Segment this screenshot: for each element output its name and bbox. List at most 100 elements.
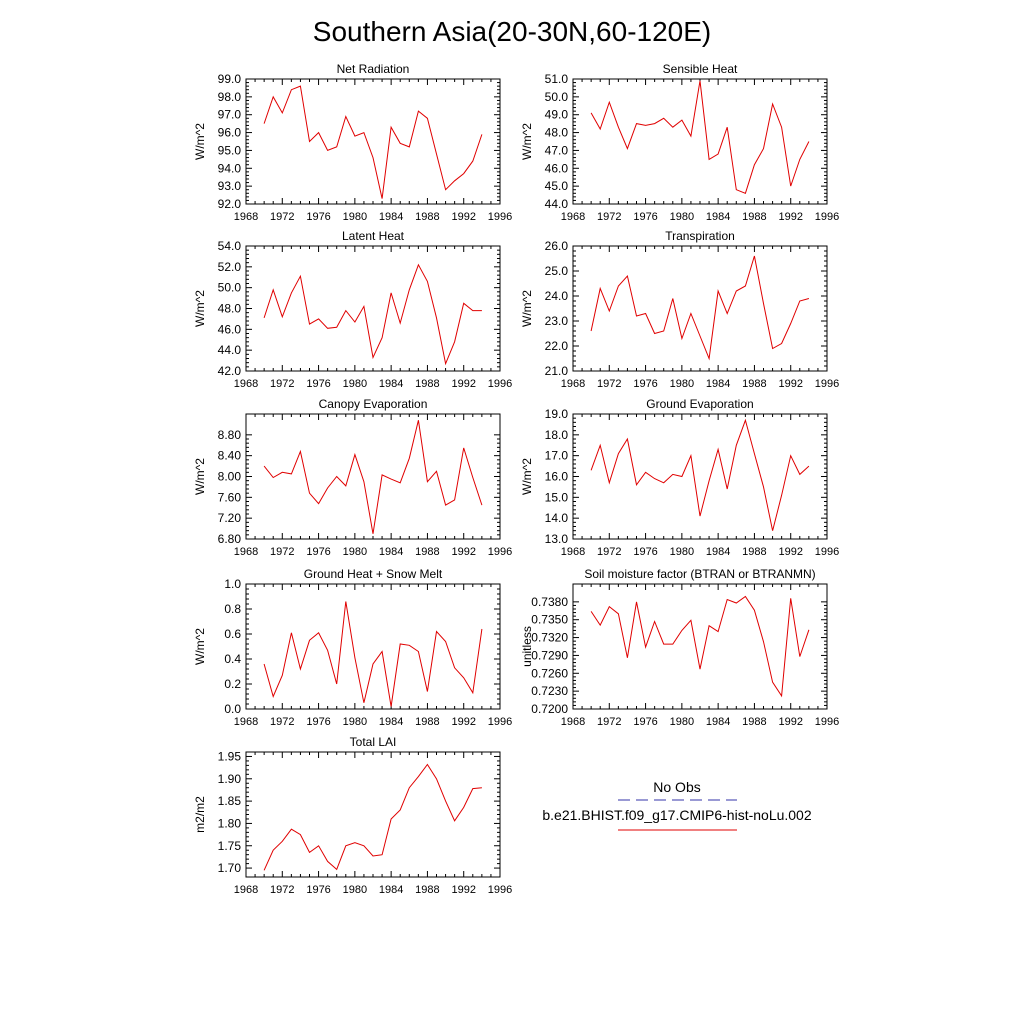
- y-tick-label: 1.85: [218, 794, 242, 808]
- y-tick-label: 0.7230: [531, 684, 568, 698]
- y-tick-label: 0.0: [224, 702, 241, 716]
- x-tick-label: 1992: [778, 716, 802, 728]
- x-tick-label: 1980: [670, 716, 694, 728]
- x-tick-label: 1980: [670, 546, 694, 558]
- x-tick-label: 1968: [234, 546, 258, 558]
- y-tick-label: 1.75: [218, 839, 242, 853]
- x-tick-label: 1984: [706, 211, 730, 223]
- x-tick-label: 1996: [488, 884, 512, 896]
- x-tick-label: 1984: [379, 716, 403, 728]
- y-tick-label: 50.0: [218, 281, 242, 295]
- x-tick-label: 1984: [706, 378, 730, 390]
- y-axis-label: W/m^2: [193, 123, 207, 160]
- x-tick-label: 1976: [306, 546, 330, 558]
- plot-frame: [245, 751, 501, 878]
- y-tick-label: 23.0: [545, 314, 569, 328]
- y-tick-label: 1.70: [218, 861, 242, 875]
- panel-title: Sensible Heat: [663, 62, 738, 76]
- x-tick-label: 1972: [597, 211, 621, 223]
- y-tick-label: 92.0: [218, 197, 242, 211]
- x-tick-label: 1984: [379, 211, 403, 223]
- y-tick-label: 0.4: [224, 652, 241, 666]
- y-tick-label: 95.0: [218, 143, 242, 157]
- y-axis-label: m2/m2: [193, 796, 207, 833]
- y-tick-label: 93.0: [218, 179, 242, 193]
- x-tick-label: 1988: [415, 884, 439, 896]
- panel-4: Transpiration W/m^2 1968 1972 1976 1980 1984 19…: [520, 229, 839, 390]
- y-tick-label: 96.0: [218, 126, 242, 140]
- plot-frame: [245, 245, 501, 372]
- panel-title: Ground Heat + Snow Melt: [304, 567, 443, 581]
- y-tick-label: 18.0: [545, 428, 569, 442]
- x-tick-label: 1968: [561, 378, 585, 390]
- y-tick-label: 1.95: [218, 749, 242, 763]
- x-tick-label: 1980: [343, 716, 367, 728]
- y-tick-label: 0.6: [224, 627, 241, 641]
- y-tick-label: 44.0: [218, 343, 242, 357]
- x-tick-label: 1968: [561, 211, 585, 223]
- legend: No Obs b.e21.BHIST.f09_g17.CMIP6-hist-no…: [542, 779, 812, 831]
- x-tick-label: 1968: [234, 884, 258, 896]
- y-tick-label: 51.0: [545, 72, 569, 86]
- y-tick-label: 45.0: [545, 179, 569, 193]
- x-tick-label: 1984: [379, 378, 403, 390]
- series-line: [263, 420, 483, 534]
- panel-8: Soil moisture factor (BTRAN or BTRANMN) u…: [520, 567, 839, 728]
- y-axis-label: unitless: [520, 626, 534, 667]
- x-tick-label: 1968: [234, 211, 258, 223]
- series-line: [590, 80, 810, 194]
- x-tick-label: 1968: [234, 378, 258, 390]
- panel-5: Canopy Evaporation W/m^2 1968 1972 1976 1980 1…: [193, 397, 512, 558]
- x-tick-label: 1972: [270, 884, 294, 896]
- y-tick-label: 8.00: [218, 470, 242, 484]
- series-line: [263, 763, 482, 871]
- x-tick-label: 1984: [379, 884, 403, 896]
- y-tick-label: 17.0: [545, 449, 569, 463]
- panel-9: Total LAI m2/m2 1968 1972 1976 1980 1984 1988 19…: [193, 735, 512, 896]
- y-tick-label: 99.0: [218, 72, 242, 86]
- x-tick-label: 1976: [633, 716, 657, 728]
- panel-title: Ground Evaporation: [646, 397, 753, 411]
- legend-obs-label: No Obs: [653, 779, 700, 795]
- x-tick-label: 1996: [815, 716, 839, 728]
- x-tick-label: 1976: [306, 211, 330, 223]
- x-tick-label: 1980: [670, 211, 694, 223]
- y-axis-label: W/m^2: [193, 628, 207, 665]
- y-tick-label: 42.0: [218, 364, 242, 378]
- y-axis-label: W/m^2: [520, 123, 534, 160]
- y-axis-label: W/m^2: [193, 290, 207, 327]
- panel-title: Canopy Evaporation: [319, 397, 428, 411]
- y-tick-label: 1.80: [218, 816, 242, 830]
- panel-title: Soil moisture factor (BTRAN or BTRANMN): [584, 567, 815, 581]
- x-tick-label: 1976: [306, 378, 330, 390]
- y-tick-label: 6.80: [218, 532, 242, 546]
- x-tick-label: 1980: [670, 378, 694, 390]
- panel-title: Total LAI: [350, 735, 397, 749]
- x-tick-label: 1996: [815, 211, 839, 223]
- x-tick-label: 1988: [415, 546, 439, 558]
- series-line: [263, 85, 483, 199]
- x-tick-label: 1976: [633, 378, 657, 390]
- x-tick-label: 1980: [343, 884, 367, 896]
- x-tick-label: 1984: [379, 546, 403, 558]
- y-tick-label: 94.0: [218, 161, 242, 175]
- x-tick-label: 1996: [815, 378, 839, 390]
- x-tick-label: 1992: [451, 378, 475, 390]
- y-tick-label: 0.7290: [531, 648, 568, 662]
- x-tick-label: 1996: [488, 546, 512, 558]
- x-tick-label: 1972: [270, 546, 294, 558]
- y-tick-label: 48.0: [218, 302, 242, 316]
- x-tick-label: 1996: [488, 211, 512, 223]
- y-tick-label: 0.7260: [531, 666, 568, 680]
- y-tick-label: 0.7350: [531, 613, 568, 627]
- series-line: [590, 255, 810, 361]
- panel-1: Net Radiation W/m^2 1968 1972 1976 1980 1984 19…: [193, 62, 512, 223]
- y-tick-label: 0.7320: [531, 631, 568, 645]
- x-tick-label: 1988: [742, 716, 766, 728]
- plot-frame: [572, 583, 828, 710]
- x-tick-label: 1968: [234, 716, 258, 728]
- figure-title: Southern Asia(20-30N,60-120E): [313, 16, 711, 47]
- x-tick-label: 1988: [415, 716, 439, 728]
- x-tick-label: 1976: [633, 211, 657, 223]
- x-tick-label: 1972: [270, 378, 294, 390]
